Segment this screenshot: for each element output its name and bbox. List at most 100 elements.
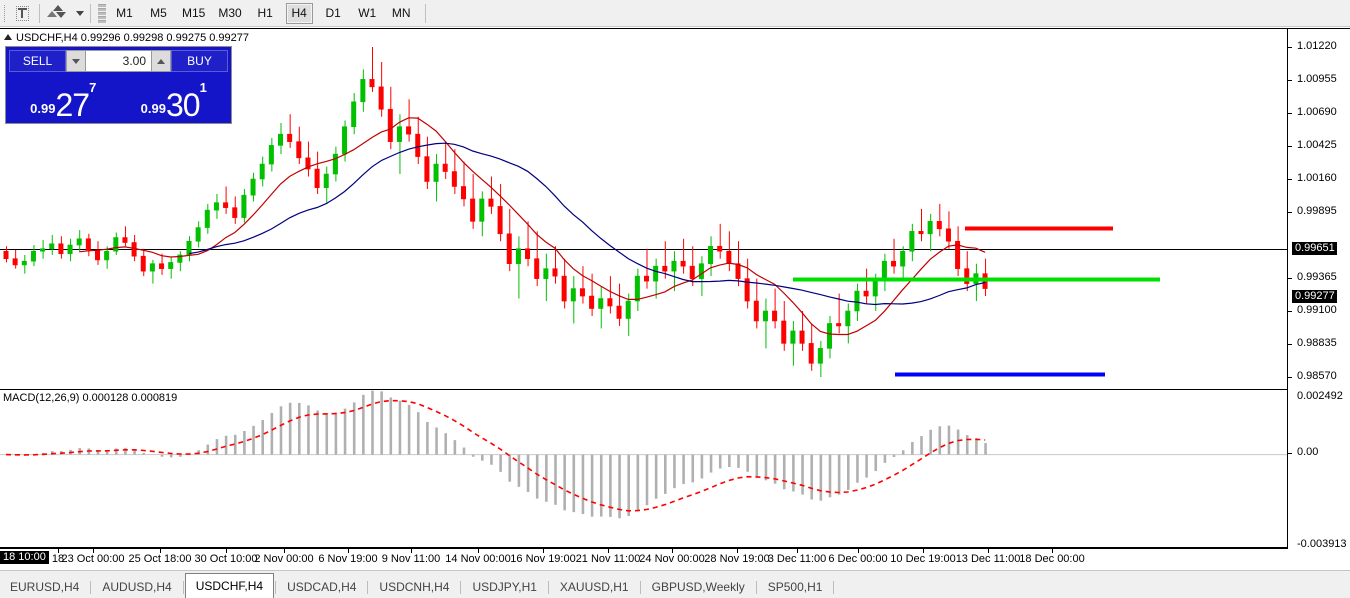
time-tick [672,549,673,553]
toolbar-grip[interactable] [2,3,9,24]
time-axis-label: 9 Nov 11:00 [381,553,441,565]
timeframe-grip[interactable] [98,3,106,23]
chart-frame: USDCHF,H4 0.99296 0.99298 0.99275 0.9927… [0,28,1350,570]
axis-tick [1288,113,1292,114]
chart-tab-usdchf-h4[interactable]: USDCHF,H4 [184,573,275,598]
time-tick [608,549,609,553]
time-tick [348,549,349,553]
price-axis[interactable]: 1.01220 1.00955 1.00690 1.00425 1.00160 0.998… [1288,29,1350,550]
volume-input[interactable]: 3.00 [86,50,151,72]
volume-decrement-button[interactable] [66,50,86,72]
sell-price-sup: 7 [89,80,97,95]
time-axis-label: 21 Nov 11:00 [575,553,641,565]
time-axis-label: 6 Dec 00:00 [828,553,888,565]
price-axis-label: 1.00425 [1297,139,1337,151]
toolbar: M1 M5 M15 M30 H1 H4 D1 W1 MN [0,0,1350,27]
macd-chart-canvas[interactable] [0,390,1287,547]
timeframe-bar: M1 M5 M15 M30 H1 H4 D1 W1 MN [111,2,415,24]
time-axis-label: 18 [51,553,65,565]
sell-button[interactable]: SELL [9,50,66,72]
trade-panel-controls: SELL 3.00 BUY [9,50,228,72]
tab-separator [755,581,757,594]
time-tick [858,549,859,553]
crosshair-price-label: 0.99651 [1292,242,1337,255]
chart-tab-sp500-h1[interactable]: SP500,H1 [767,580,823,594]
price-axis-label: 0.98570 [1297,370,1337,382]
macd-axis-label: -0.003913 [1297,538,1347,550]
timeframe-d1[interactable]: D1 [325,6,341,20]
objects-icon[interactable] [44,2,70,25]
tab-separator [547,581,549,594]
axis-tick [1288,278,1292,279]
buy-price-big: 30 [165,87,201,123]
tab-separator [833,581,835,594]
time-axis-label: 13 Dec 11:00 [955,553,1021,565]
time-tick [923,549,924,553]
chart-tab-xauusd-h1[interactable]: XAUUSD,H1 [559,580,629,594]
price-axis-label: 0.99365 [1297,271,1337,283]
last-price-label: 0.99277 [1292,290,1337,303]
chevron-down-icon[interactable] [70,2,86,25]
axis-tick [1288,47,1292,48]
axis-tick [1288,80,1292,81]
toolbar-separator-3 [424,3,426,23]
macd-indicator-label: MACD(12,26,9) 0.000128 0.000819 [3,392,178,404]
time-tick [284,549,285,553]
time-tick [93,549,94,553]
price-axis-label: 1.00955 [1297,73,1337,85]
axis-tick [1288,377,1292,378]
price-axis-label: 1.01220 [1297,40,1337,52]
axis-tick [1288,212,1292,213]
chart-tab-usdjpy-h1[interactable]: USDJPY,H1 [472,580,537,594]
timeframe-m1[interactable]: M1 [116,6,133,20]
time-axis-label: 18 Dec 00:00 [1019,553,1085,565]
sell-price-big: 27 [55,87,90,123]
chart-tab-eurusd-h4[interactable]: EURUSD,H4 [10,580,80,594]
toolbar-separator-2 [90,3,91,23]
collapse-triangle-icon[interactable] [4,34,12,40]
time-axis-label: 10 Dec 19:00 [890,553,956,565]
tab-separator [639,581,641,594]
buy-price[interactable]: 0.99 30 1 [119,74,228,123]
time-axis-label: 2 Nov 00:00 [254,553,314,565]
timeframe-h1[interactable]: H1 [257,6,273,20]
time-axis-label: 14 Nov 00:00 [445,553,511,565]
sell-price[interactable]: 0.99 27 7 [9,74,118,122]
macd-pane[interactable]: MACD(12,26,9) 0.000128 0.000819 [0,390,1288,548]
time-axis[interactable]: 18 23 Oct 00:00 25 Oct 18:00 30 Oct 10:00 2 … [0,548,1288,569]
crosshair-icon[interactable] [9,2,35,25]
time-tick [58,549,59,553]
buy-button[interactable]: BUY [171,50,228,72]
one-click-trading-panel[interactable]: SELL 3.00 BUY 0.99 27 7 0.99 30 1 [5,46,232,124]
time-axis-label: 30 Oct 10:00 [194,553,258,565]
price-pane[interactable]: USDCHF,H4 0.99296 0.99298 0.99275 0.9927… [0,29,1288,390]
chart-tab-usdcnh-h4[interactable]: USDCNH,H4 [379,580,450,594]
sell-price-prefix: 0.99 [30,101,56,116]
time-axis-label: 28 Nov 19:00 [704,553,770,565]
buy-price-sup: 1 [199,80,207,95]
chart-tab-gbpusd-weekly[interactable]: GBPUSD,Weekly [651,580,745,594]
axis-tick [1288,179,1292,180]
time-axis-label: 23 Oct 00:00 [61,553,125,565]
time-tick [160,549,161,553]
time-axis-label: 25 Oct 18:00 [128,553,192,565]
time-tick [1052,549,1053,553]
time-axis-label: 16 Nov 19:00 [510,553,576,565]
timeframe-w1[interactable]: W1 [358,6,377,20]
price-axis-label: 0.98835 [1297,337,1337,349]
volume-increment-button[interactable] [151,50,171,72]
timeframe-h4[interactable]: H4 [285,2,313,24]
timeframe-m5[interactable]: M5 [150,6,167,20]
price-chart-canvas[interactable] [0,29,1287,389]
chart-tab-usdcad-h4[interactable]: USDCAD,H4 [287,580,357,594]
chart-tab-audusd-h4[interactable]: AUDUSD,H4 [102,580,172,594]
axis-tick [1288,146,1292,147]
timeframe-m30[interactable]: M30 [218,6,242,20]
tab-separator [90,581,92,594]
tab-separator [460,581,462,594]
timeframe-m15[interactable]: M15 [182,6,206,20]
trade-panel-quotes: 0.99 27 7 0.99 30 1 [9,74,228,122]
timeframe-mn[interactable]: MN [391,6,411,20]
axis-tick [1288,344,1292,345]
